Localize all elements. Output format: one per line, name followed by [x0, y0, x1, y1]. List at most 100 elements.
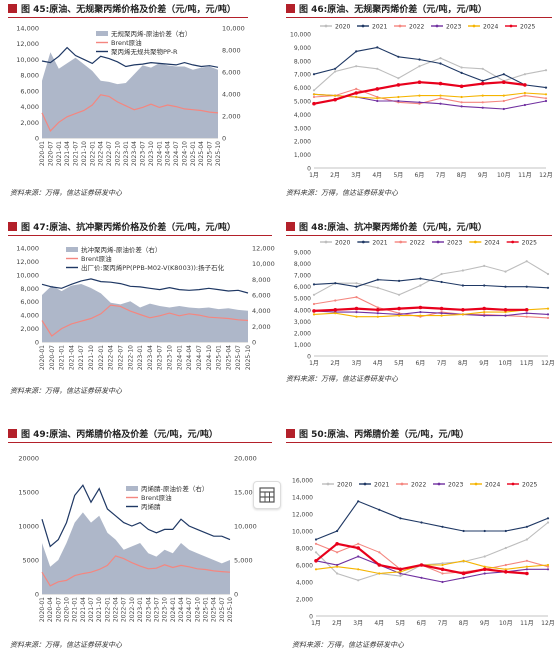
- y-tick-label-left: 10,000: [16, 271, 39, 279]
- point-2022: [460, 101, 463, 104]
- point-2021: [314, 538, 318, 541]
- y-tick-label-left: 6,000: [20, 87, 39, 95]
- point-2020: [376, 67, 379, 70]
- point-2022: [546, 565, 550, 568]
- brent-line-series: [41, 555, 231, 587]
- point-2024: [460, 95, 463, 99]
- source-note: 资料来源：万得，信达证券研发中心: [286, 375, 398, 383]
- x-tick-label: 2022-07: [117, 345, 124, 370]
- point-2021: [399, 517, 402, 520]
- x-tick-label: 2023-07: [153, 597, 160, 622]
- point-2021: [355, 50, 358, 53]
- x-tick-label: 2025-04: [211, 597, 218, 622]
- point-2021: [398, 279, 401, 282]
- x-tick-label: 2023-04: [147, 345, 154, 370]
- point-2021: [441, 525, 444, 528]
- x-tick-label: 2022-04: [113, 597, 120, 622]
- x-tick-label: 2022-10: [127, 345, 134, 370]
- figure-marker: [286, 221, 295, 231]
- source-note: 资料来源：万得，信达证券研发中心: [292, 641, 404, 649]
- y-tick-label: 2,000: [294, 330, 311, 337]
- series-line-2022: [315, 543, 549, 575]
- point-2024: [378, 572, 381, 575]
- y-tick-label: 8,000: [296, 546, 313, 553]
- point-2021: [440, 280, 443, 284]
- point-2020: [440, 272, 443, 276]
- point-2021: [481, 79, 484, 82]
- y-tick-label: 5,000: [294, 99, 311, 106]
- point-2022: [336, 551, 339, 554]
- point-2023: [397, 99, 400, 103]
- series-line-2021: [315, 500, 549, 541]
- series-line-2020: [313, 260, 549, 296]
- point-2025: [312, 101, 316, 106]
- x-tick-label: 6月: [415, 172, 425, 179]
- series-line-2024: [315, 560, 549, 575]
- x-tick-label: 10月: [499, 620, 513, 627]
- point-2025: [312, 309, 316, 313]
- y-tick-label: 7,000: [294, 72, 311, 79]
- point-2020: [546, 272, 550, 276]
- legend-marker: [326, 482, 330, 486]
- point-2023: [481, 106, 484, 109]
- point-2024: [334, 94, 337, 97]
- y-tick-label: 9,000: [294, 45, 311, 52]
- legend-marker: [436, 240, 440, 244]
- point-2022: [544, 97, 548, 100]
- point-2020: [355, 282, 358, 285]
- x-tick-label: 2025-01: [216, 345, 223, 370]
- y-tick-label-right: 8,000: [252, 276, 271, 284]
- legend-marker: [398, 24, 402, 28]
- x-tick-label: 2025-10: [215, 141, 222, 166]
- y-tick-label: 6,000: [294, 85, 311, 92]
- figure-header: 图 48: 原油、抗冲聚丙烯价差（元/吨，元/吨）: [286, 219, 487, 233]
- point-2020: [525, 260, 528, 263]
- y-tick-label-right: 2,000: [222, 113, 241, 121]
- x-tick-label: 2024-01: [156, 141, 163, 166]
- legend-label: 2022: [409, 24, 424, 31]
- point-2023: [502, 107, 505, 111]
- point-2024: [399, 570, 402, 573]
- point-2025: [356, 546, 360, 550]
- x-tick-label: 2020-04: [47, 597, 54, 622]
- y-tick-label-right: 4,000: [252, 307, 271, 315]
- chart-table-icon: [259, 487, 275, 503]
- figure-header: 图 45: 原油、无规聚丙烯价格及价差（元/吨，元/吨）: [8, 1, 236, 15]
- point-2024: [376, 97, 379, 100]
- figure-marker: [8, 428, 17, 438]
- point-2022: [546, 316, 550, 319]
- y-tick-label: 1,000: [294, 152, 311, 159]
- y-tick-label-left: 15000: [18, 489, 39, 497]
- point-2024: [334, 312, 337, 315]
- series-line-2022: [313, 88, 547, 105]
- y-tick-label-right: 12,000: [252, 245, 275, 253]
- product-line-series: [41, 46, 219, 68]
- figure-rule: [8, 17, 248, 18]
- point-2021: [502, 73, 505, 76]
- x-tick-label: 7月: [436, 172, 446, 179]
- point-2020: [355, 65, 358, 68]
- y-tick-label-left: 12,000: [16, 40, 39, 48]
- legend-label: 2024: [483, 24, 498, 31]
- point-2025: [314, 559, 318, 563]
- point-2024: [483, 565, 486, 568]
- chart-expand-button[interactable]: [253, 481, 281, 509]
- point-2020: [461, 269, 464, 272]
- legend-label: 丙烯腈: [141, 502, 161, 511]
- point-2021: [546, 517, 550, 520]
- legend-label: 2024: [484, 240, 499, 247]
- x-tick-label: 9月: [480, 620, 490, 627]
- point-2025: [438, 81, 443, 86]
- legend-label: 2021: [374, 482, 389, 489]
- point-2024: [440, 314, 443, 317]
- legend-marker: [324, 240, 328, 244]
- legend-label: 无规聚丙烯-原油价差（右）: [111, 29, 191, 38]
- point-2025: [524, 308, 529, 312]
- x-tick-label: 2022-07: [121, 597, 128, 622]
- x-tick-label: 2025-04: [198, 141, 205, 166]
- x-tick-label: 11月: [518, 172, 532, 179]
- point-2020: [544, 69, 548, 72]
- point-2020: [312, 89, 316, 92]
- point-2025: [523, 83, 527, 87]
- x-tick-label: 1月: [311, 620, 321, 627]
